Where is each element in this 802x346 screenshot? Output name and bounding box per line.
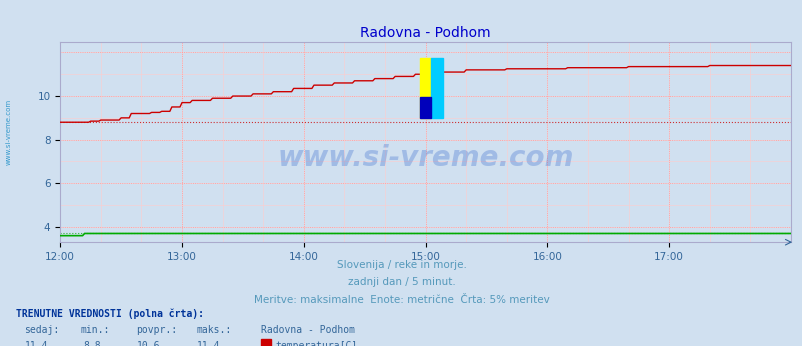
Text: 8,8: 8,8 xyxy=(83,341,101,346)
Bar xyxy=(431,57,443,118)
Text: temperatura[C]: temperatura[C] xyxy=(275,341,357,346)
Text: www.si-vreme.com: www.si-vreme.com xyxy=(277,144,573,172)
Text: sedaj:: sedaj: xyxy=(24,325,59,335)
Text: maks.:: maks.: xyxy=(196,325,232,335)
Text: Radovna - Podhom: Radovna - Podhom xyxy=(261,325,354,335)
Text: TRENUTNE VREDNOSTI (polna črta):: TRENUTNE VREDNOSTI (polna črta): xyxy=(16,308,204,319)
Text: zadnji dan / 5 minut.: zadnji dan / 5 minut. xyxy=(347,277,455,288)
Text: povpr.:: povpr.: xyxy=(136,325,177,335)
Text: 10,6: 10,6 xyxy=(136,341,160,346)
Text: 11,4: 11,4 xyxy=(196,341,221,346)
Text: Meritve: maksimalne  Enote: metrične  Črta: 5% meritev: Meritve: maksimalne Enote: metrične Črta… xyxy=(253,295,549,305)
Text: 11,4: 11,4 xyxy=(24,341,48,346)
Bar xyxy=(419,57,431,118)
Text: www.si-vreme.com: www.si-vreme.com xyxy=(6,98,11,165)
Text: Slovenija / reke in morje.: Slovenija / reke in morje. xyxy=(336,260,466,270)
Text: min.:: min.: xyxy=(80,325,110,335)
Bar xyxy=(419,97,431,118)
Title: Radovna - Podhom: Radovna - Podhom xyxy=(360,26,490,40)
